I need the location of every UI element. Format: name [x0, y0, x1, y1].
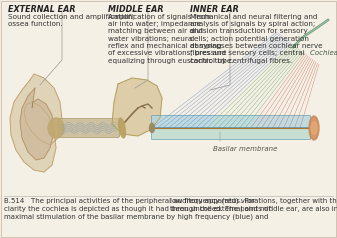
Ellipse shape	[311, 122, 317, 134]
Text: Basilar membrane: Basilar membrane	[213, 146, 277, 152]
Text: MIDDLE EAR: MIDDLE EAR	[108, 5, 163, 14]
Ellipse shape	[309, 116, 319, 140]
Ellipse shape	[150, 124, 154, 133]
Text: low frequency (red) vibrations, together with their transmission pathways
throug: low frequency (red) vibrations, together…	[170, 198, 337, 212]
Text: Sound collection and amplification;
ossea function.: Sound collection and amplification; osse…	[8, 14, 134, 27]
FancyBboxPatch shape	[152, 128, 310, 139]
Text: B.514   The principal activities of the peripheral auditory apparatus. For
clari: B.514 The principal activities of the pe…	[4, 198, 271, 219]
Text: EXTERNAL EAR: EXTERNAL EAR	[8, 5, 75, 14]
Polygon shape	[112, 78, 162, 136]
Text: Cochlear nerve: Cochlear nerve	[310, 50, 337, 56]
Text: Amplification of signals from
air into water; impedance
matching between air and: Amplification of signals from air into w…	[108, 14, 234, 64]
FancyBboxPatch shape	[59, 119, 120, 138]
Polygon shape	[10, 74, 62, 172]
Polygon shape	[20, 88, 54, 160]
Ellipse shape	[119, 118, 125, 138]
Text: INNER EAR: INNER EAR	[190, 5, 239, 14]
Ellipse shape	[48, 118, 64, 138]
FancyBboxPatch shape	[152, 115, 310, 128]
Text: Mechanical and neural filtering and
analysis of signals by spiral action;
divisi: Mechanical and neural filtering and anal…	[190, 14, 323, 64]
